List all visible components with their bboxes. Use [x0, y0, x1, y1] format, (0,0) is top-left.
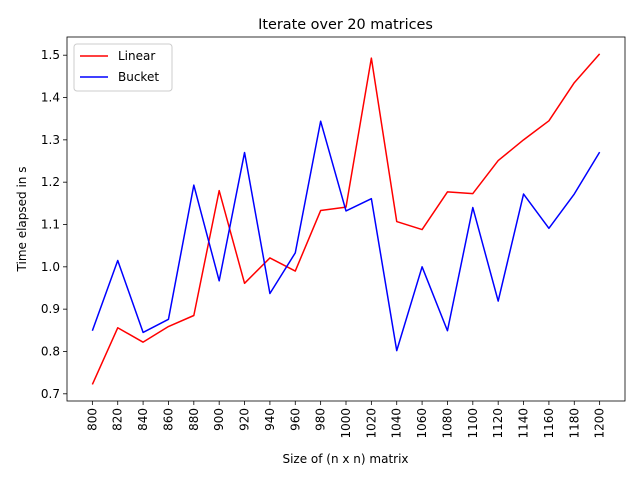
x-tick-label: 1080	[440, 408, 454, 439]
series-line-linear	[91, 53, 601, 385]
y-tick-label: 0.7	[41, 387, 60, 401]
x-tick-label: 900	[212, 408, 226, 431]
x-tick-label: 1200	[593, 408, 607, 439]
x-tick-label: 980	[314, 408, 328, 431]
y-tick-label: 1.5	[41, 48, 60, 62]
x-tick-label: 820	[111, 408, 125, 431]
x-tick-label: 1040	[390, 408, 404, 439]
x-tick-label: 880	[187, 408, 201, 431]
x-tick-label: 1020	[364, 408, 378, 439]
x-tick-label: 1120	[491, 408, 505, 439]
x-tick-label: 1000	[339, 408, 353, 439]
y-tick-label: 0.9	[41, 302, 60, 316]
chart-title: Iterate over 20 matrices	[258, 17, 433, 33]
x-tick-label: 1140	[517, 408, 531, 439]
x-tick-label: 940	[263, 408, 277, 431]
x-tick-label: 1160	[542, 408, 556, 439]
x-tick-label: 840	[136, 408, 150, 431]
x-tick-label: 860	[161, 408, 175, 431]
y-tick-label: 0.8	[41, 344, 60, 358]
series-line-bucket	[91, 120, 601, 352]
x-tick-label: 800	[85, 408, 99, 431]
legend-label-bucket: Bucket	[118, 70, 159, 84]
y-tick-label: 1.1	[41, 218, 60, 232]
x-tick-label: 1100	[466, 408, 480, 439]
y-axis-label: Time elapsed in s	[15, 167, 29, 273]
x-tick-label: 920	[238, 408, 252, 431]
y-tick-label: 1.0	[41, 260, 60, 274]
x-tick-label: 1060	[415, 408, 429, 439]
x-tick-label: 960	[288, 408, 302, 431]
y-tick-label: 1.4	[41, 91, 60, 105]
x-axis-label: Size of (n x n) matrix	[282, 452, 408, 466]
x-tick-label: 1180	[567, 408, 581, 439]
y-tick-label: 1.2	[41, 175, 60, 189]
y-tick-label: 1.3	[41, 133, 60, 147]
plot-area: 800 820 840 860 880 900 920 940 960 980 1000 1020 10…	[41, 36, 626, 439]
legend-label-linear: Linear	[118, 49, 155, 63]
